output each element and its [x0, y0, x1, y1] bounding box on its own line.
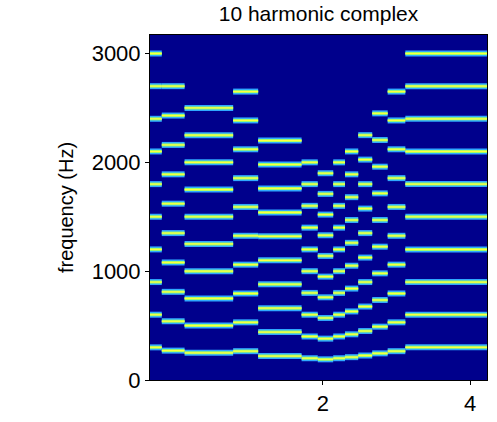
svg-text:1000: 1000 [92, 259, 141, 284]
svg-text:3000: 3000 [92, 41, 141, 66]
svg-text:0: 0 [128, 368, 140, 393]
svg-text:2000: 2000 [92, 150, 141, 175]
svg-text:frequency (Hz): frequency (Hz) [55, 142, 77, 273]
svg-text:2: 2 [317, 391, 329, 416]
svg-text:10 harmonic complex: 10 harmonic complex [219, 2, 419, 25]
svg-text:4: 4 [464, 391, 476, 416]
